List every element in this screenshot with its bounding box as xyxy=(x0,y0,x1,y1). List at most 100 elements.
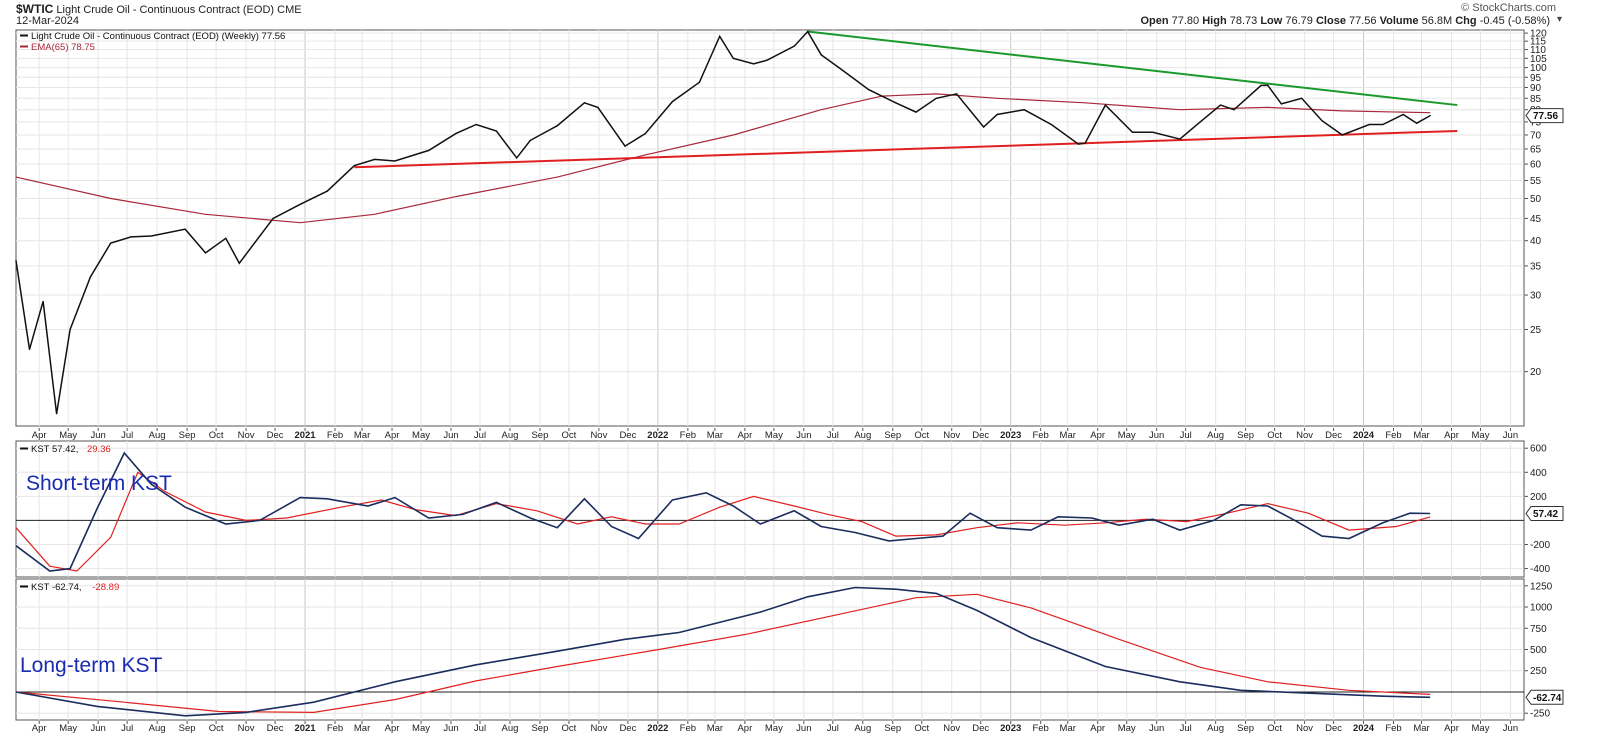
bottom-xtick-label: Jun xyxy=(91,723,106,734)
price-point xyxy=(807,30,809,33)
price-point xyxy=(583,102,586,104)
price-point xyxy=(983,126,985,128)
price-ytick-label: 65 xyxy=(1530,144,1542,155)
bottom-xtick-label: Nov xyxy=(238,723,255,734)
price-ytick-label: 120 xyxy=(1530,29,1547,40)
long-kst-ytick-label: 750 xyxy=(1530,624,1547,635)
price-point xyxy=(1368,123,1370,126)
price-xtick-label: Dec xyxy=(1325,430,1342,441)
bottom-xtick-label: Oct xyxy=(562,723,577,734)
price-point xyxy=(1233,109,1235,111)
price-point xyxy=(475,123,477,126)
price-ytick-label: 110 xyxy=(1530,45,1546,56)
price-point xyxy=(793,45,795,47)
price-xtick-label: May xyxy=(59,430,77,441)
price-xtick-label: Mar xyxy=(707,430,723,441)
short-kst-kst-line xyxy=(15,451,1431,572)
price-xtick-label: Apr xyxy=(737,430,752,441)
price-legend-text-0: Light Crude Oil - Continuous Contract (E… xyxy=(31,31,285,42)
price-point xyxy=(868,88,870,91)
price-point xyxy=(150,235,152,237)
price-point xyxy=(428,149,430,152)
price-xtick-label: Jun xyxy=(443,430,458,441)
price-point xyxy=(110,242,112,244)
price-xtick-label: 2021 xyxy=(294,430,316,441)
price-xtick-label: Jun xyxy=(91,430,106,441)
price-xtick-label: Aug xyxy=(149,430,166,441)
support-trendline xyxy=(354,129,1458,169)
bottom-xtick-label: Mar xyxy=(354,723,370,734)
short-kst-last-value-tag: 57.42 xyxy=(1525,506,1564,522)
price-point xyxy=(671,101,673,103)
bottom-xtick-label: Dec xyxy=(619,723,636,734)
price-ytick-label: 45 xyxy=(1530,214,1542,225)
bottom-xtick-label: Aug xyxy=(149,723,166,734)
bottom-xtick-label: Apr xyxy=(737,723,752,734)
price-point xyxy=(1179,138,1181,140)
price-point xyxy=(935,97,937,99)
bottom-xtick-label: May xyxy=(59,723,77,734)
bottom-xtick-label: Aug xyxy=(854,723,871,734)
exchange: CME xyxy=(277,4,302,16)
bottom-xtick-label: Nov xyxy=(943,723,960,734)
price-point xyxy=(1077,143,1079,145)
price-point xyxy=(272,217,274,220)
price-point xyxy=(56,413,58,415)
price-point xyxy=(89,276,92,278)
bottom-xtick-label: Dec xyxy=(267,723,284,734)
long-kst-legend-text-0: KST -62.74, xyxy=(31,582,82,593)
price-xtick-label: May xyxy=(1118,430,1136,441)
bottom-xtick-label: May xyxy=(412,723,430,734)
price-xtick-label: Sep xyxy=(531,430,548,441)
bottom-xtick-label: Sep xyxy=(1237,723,1254,734)
bottom-xtick-label: Apr xyxy=(32,723,47,734)
price-xtick-label: Jul xyxy=(474,430,486,441)
bottom-xtick-label: Mar xyxy=(1060,723,1076,734)
long-kst-legend-text-1: -28.89 xyxy=(92,582,119,593)
short-kst-signal-line xyxy=(15,471,1431,572)
price-point xyxy=(1219,104,1222,106)
bottom-xtick-label: May xyxy=(1472,723,1490,734)
long-term-kst-annotation: Long-term KST xyxy=(20,654,163,677)
price-xtick-label: 2024 xyxy=(1353,430,1375,441)
long-kst-ytick-label: 250 xyxy=(1530,666,1547,677)
bottom-xtick-label: Dec xyxy=(1325,723,1342,734)
low-value: 76.79 xyxy=(1285,15,1313,27)
bottom-xtick-label: 2022 xyxy=(647,723,668,734)
open-label: Open xyxy=(1140,15,1169,27)
price-point xyxy=(238,262,240,264)
price-point xyxy=(895,102,897,104)
price-point xyxy=(597,106,599,108)
long-kst-last-value-tag-box xyxy=(1525,689,1564,705)
price-point xyxy=(1280,103,1282,105)
price-xtick-label: Sep xyxy=(179,430,196,441)
price-last-value-tag-text: 77.56 xyxy=(1533,111,1558,122)
bottom-xtick-label: Oct xyxy=(914,723,929,734)
price-ytick-label: 20 xyxy=(1530,367,1542,378)
symbol: $WTIC xyxy=(16,2,54,16)
bottom-xtick-label: Jun xyxy=(796,723,811,734)
bottom-xtick-label: Jun xyxy=(443,723,458,734)
price-point xyxy=(204,252,207,254)
price-xtick-label: Mar xyxy=(354,430,370,441)
price-point xyxy=(1402,113,1404,116)
short-kst-last-value-tag-box xyxy=(1525,506,1564,522)
price-xtick-label: Mar xyxy=(1413,430,1429,441)
settings-chevron-icon[interactable]: ▾ xyxy=(1556,14,1562,25)
price-ytick-label: 35 xyxy=(1530,261,1542,272)
price-xtick-label: Feb xyxy=(327,430,343,441)
bottom-xtick-label: 2023 xyxy=(1000,723,1021,734)
price-ytick-label: 25 xyxy=(1530,325,1542,336)
price-point xyxy=(225,237,227,239)
price-point xyxy=(1341,134,1343,136)
bottom-xtick-label: Apr xyxy=(1090,723,1105,734)
bottom-xtick-label: Feb xyxy=(327,723,343,734)
ema65-line xyxy=(15,93,1431,224)
price-point xyxy=(1429,114,1431,117)
price-xtick-label: Aug xyxy=(1207,430,1224,441)
instrument-name: Light Crude Oil - Continuous Contract (E… xyxy=(56,4,275,16)
price-point xyxy=(1023,109,1025,111)
price-point xyxy=(1131,131,1134,133)
bottom-xtick-label: Apr xyxy=(385,723,400,734)
